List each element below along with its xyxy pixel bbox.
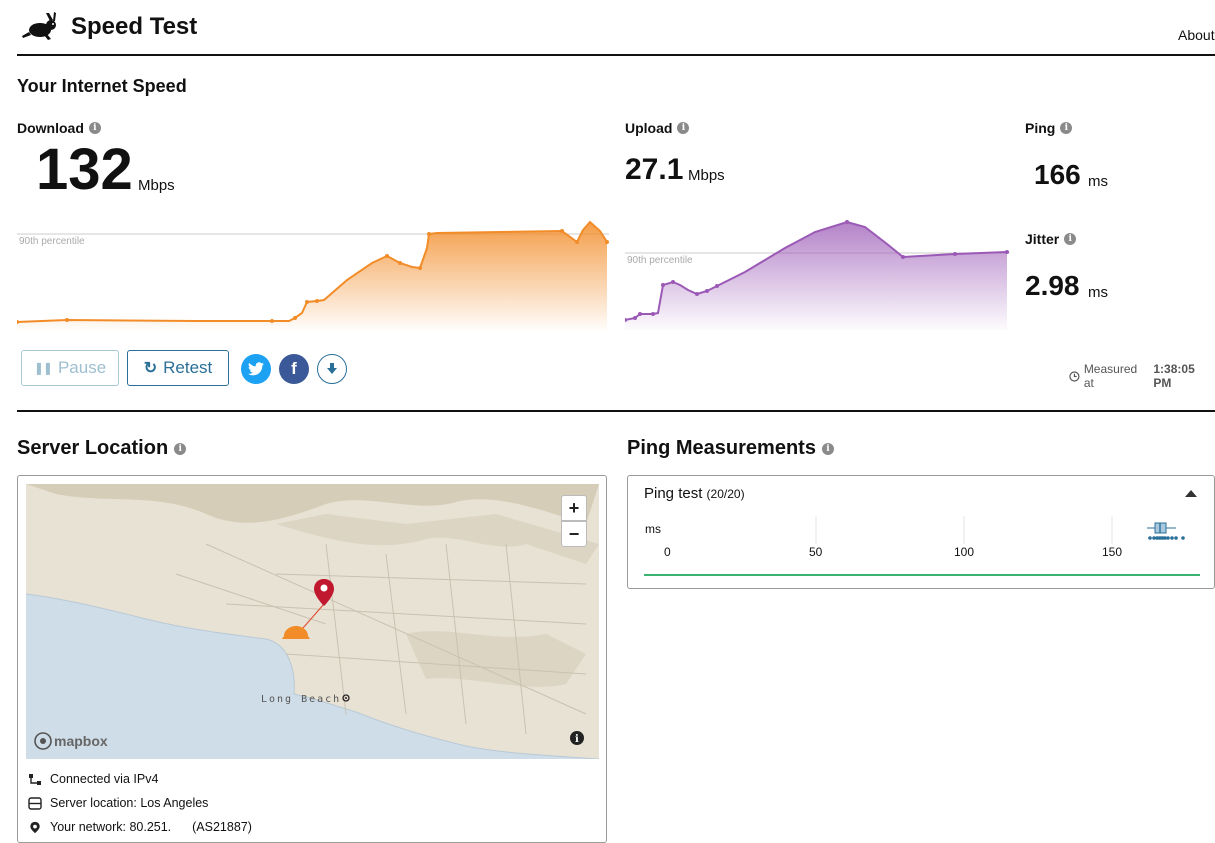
- ping-tick-50: 50: [809, 545, 823, 559]
- location-pin-icon: [30, 821, 40, 833]
- connection-icon: [29, 773, 41, 785]
- ping-tick-100: 100: [954, 545, 975, 559]
- download-value: 132: [36, 137, 133, 202]
- upload-chart: [625, 220, 1010, 330]
- download-percentile-label: 90th percentile: [19, 236, 85, 247]
- server-row: Server location: Los Angeles: [28, 796, 208, 810]
- header-divider: [17, 54, 1215, 56]
- server-icon: [28, 796, 42, 810]
- ping-label-text: Ping: [1025, 120, 1056, 136]
- ping-tick-150: 150: [1102, 545, 1123, 559]
- ping-test-label: Ping test: [644, 485, 703, 502]
- info-icon[interactable]: i: [1064, 233, 1077, 245]
- pause-button-label: Pause: [57, 358, 107, 377]
- ping-measurements-title-text: Ping Measurements: [627, 437, 816, 459]
- download-chart: [17, 220, 609, 330]
- upload-label: Upload i: [625, 120, 690, 136]
- section-divider: [17, 410, 1215, 412]
- network-text: Your network: 80.251. (AS21887): [50, 820, 252, 834]
- twitter-share-button[interactable]: [241, 354, 271, 384]
- jitter-value: 2.98: [1025, 270, 1080, 301]
- info-icon[interactable]: i: [88, 122, 101, 134]
- collapse-arrow-icon[interactable]: [1185, 490, 1197, 497]
- upload-percentile-label: 90th percentile: [627, 255, 693, 266]
- ping-unit: ms: [1088, 173, 1108, 190]
- retest-icon: ↻: [143, 360, 158, 377]
- section-title-speed: Your Internet Speed: [17, 76, 187, 96]
- server-text: Server location: Los Angeles: [50, 796, 209, 810]
- pause-button[interactable]: ❚❚ Pause: [21, 350, 119, 386]
- svg-text:i: i: [575, 734, 579, 745]
- twitter-icon: [248, 362, 264, 376]
- ping-test-header[interactable]: Ping test (20/20): [644, 485, 745, 502]
- info-icon[interactable]: i: [174, 442, 187, 455]
- server-map[interactable]: Long Beach mapbox i: [26, 484, 599, 759]
- jitter-label: Jitter i: [1025, 231, 1077, 247]
- ping-axis-unit: ms: [645, 522, 661, 536]
- ping-label: Ping i: [1025, 120, 1073, 136]
- measured-at-prefix: Measured at: [1083, 362, 1138, 390]
- measured-at-time: 1:38:05 PM: [1153, 362, 1195, 390]
- app-title: Speed Test: [71, 13, 198, 40]
- jitter-unit: ms: [1088, 284, 1108, 301]
- download-unit: Mbps: [138, 177, 175, 194]
- ping-test-panel: Ping test (20/20) ms 0 50 100 150: [627, 475, 1215, 589]
- clock-icon: [1069, 370, 1080, 382]
- connection-row: Connected via IPv4: [28, 772, 158, 786]
- jitter-label-text: Jitter: [1025, 231, 1060, 247]
- download-area: [17, 222, 607, 330]
- retest-button-label: Retest: [163, 358, 213, 377]
- facebook-share-button[interactable]: f: [279, 354, 309, 384]
- server-location-title-text: Server Location: [17, 437, 169, 459]
- measured-at: Measured at 1:38:05 PM: [1069, 362, 1215, 390]
- upload-value: 27.1: [625, 153, 684, 186]
- about-link[interactable]: About: [1178, 27, 1215, 43]
- download-label-text: Download: [17, 120, 84, 136]
- upload-label-text: Upload: [625, 120, 673, 136]
- info-icon[interactable]: i: [821, 442, 834, 455]
- ping-boxplot: [644, 516, 1200, 576]
- download-results-icon: [327, 363, 337, 374]
- ping-measurements-title: Ping Measurements i: [627, 437, 834, 460]
- info-icon[interactable]: i: [677, 122, 690, 134]
- info-icon[interactable]: i: [1060, 122, 1073, 134]
- network-row: Your network: 80.251. (AS21887): [28, 820, 252, 834]
- pause-icon: ❚❚: [33, 361, 53, 375]
- zoom-in-button[interactable]: +: [561, 495, 587, 521]
- ping-test-count: (20/20): [706, 487, 745, 501]
- download-results-button[interactable]: [317, 354, 347, 384]
- logo: [20, 12, 60, 42]
- facebook-icon: f: [291, 359, 297, 378]
- zoom-out-button[interactable]: −: [561, 521, 587, 547]
- upload-area: [625, 222, 1007, 330]
- server-location-title: Server Location i: [17, 437, 187, 460]
- retest-button[interactable]: ↻ Retest: [127, 350, 229, 386]
- download-label: Download i: [17, 120, 101, 136]
- mapbox-label: mapbox: [54, 733, 108, 749]
- map-city-label: Long Beach: [261, 694, 341, 705]
- connection-text: Connected via IPv4: [50, 772, 159, 786]
- rabbit-logo-icon: [22, 12, 56, 40]
- server-location-panel: Long Beach mapbox i + − Connected via IP…: [17, 475, 607, 843]
- ping-value: 166: [1034, 159, 1081, 190]
- upload-unit: Mbps: [688, 167, 725, 184]
- mapbox-logo: mapbox: [34, 732, 108, 750]
- ping-tick-0: 0: [664, 545, 671, 559]
